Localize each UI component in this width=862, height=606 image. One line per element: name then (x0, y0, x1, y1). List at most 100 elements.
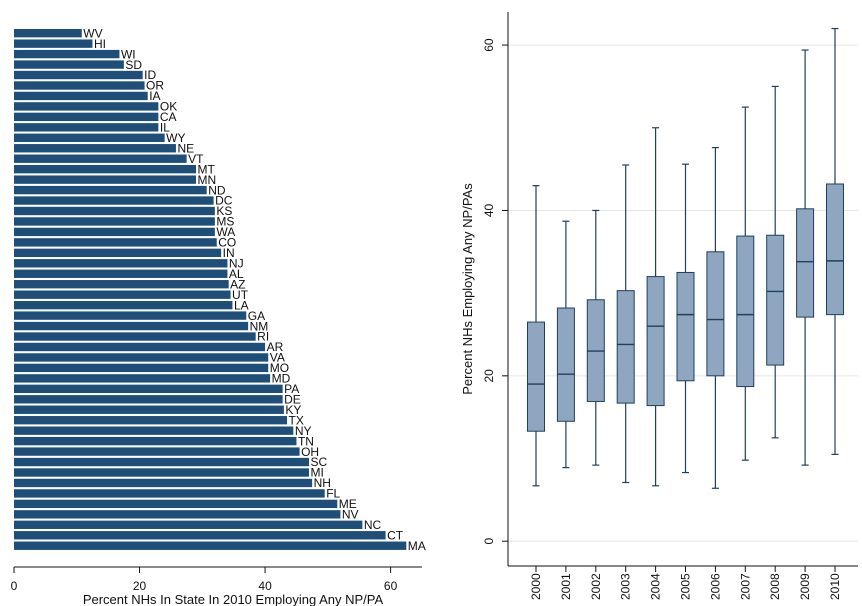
bar-x-ticks: 0 20 40 60 (11, 567, 398, 593)
bar-label-AZ: AZ (230, 277, 245, 291)
bar-label-GA: GA (248, 309, 265, 323)
bar-ME (14, 499, 338, 509)
bar-AL (14, 269, 228, 278)
bar-label-OR: OR (146, 79, 164, 93)
bar-label-AR: AR (267, 340, 284, 354)
bar-x-tick-label: 40 (258, 579, 272, 593)
bar-label-MN: MN (198, 173, 217, 187)
bar-label-OK: OK (160, 100, 177, 114)
bar-TX (14, 416, 288, 425)
bar-label-IA: IA (149, 89, 160, 103)
box-iqr (766, 234, 785, 366)
bar-label-CA: CA (160, 110, 177, 124)
bar-marks (14, 29, 407, 550)
bar-CO (14, 238, 217, 247)
box-2006 (706, 147, 725, 489)
bar-ID (14, 70, 143, 80)
bar-WV (14, 29, 82, 38)
bar-IN (14, 248, 222, 258)
box-2007 (736, 106, 755, 461)
bar-OK (14, 102, 159, 111)
bar-x-tick-label: 20 (133, 579, 147, 593)
bar-SD (14, 60, 124, 69)
bar-NM (14, 321, 249, 331)
bar-CA (14, 112, 159, 122)
bar-label-ND: ND (208, 183, 226, 197)
bar-OR (14, 81, 145, 90)
bar-WI (14, 49, 120, 59)
box-x-tick-label: 2008 (768, 573, 782, 600)
bar-label-WI: WI (121, 47, 136, 61)
bar-label-WA: WA (216, 225, 235, 239)
bar-NY (14, 426, 294, 435)
box-2001 (556, 220, 575, 469)
bar-label-NY: NY (295, 424, 312, 438)
bar-IL (14, 123, 159, 132)
box-iqr (676, 271, 695, 382)
bar-NV (14, 510, 341, 519)
bar-NJ (14, 259, 228, 268)
bar-MS (14, 217, 215, 226)
bar-PA (14, 384, 283, 394)
bar-DC (14, 196, 214, 205)
bar-label-TX: TX (289, 413, 304, 427)
box-x-tick-label: 2009 (798, 573, 812, 600)
bar-label-IL: IL (160, 121, 170, 135)
bar-label-NM: NM (250, 319, 269, 333)
bar-WA (14, 227, 215, 237)
box-y-axis-title: Percent NHs Employing Any NP/PAs (460, 183, 475, 395)
bar-label-AL: AL (229, 267, 244, 281)
box-iqr (736, 235, 755, 388)
box-iqr (646, 276, 665, 407)
box-x-tick-label: 2004 (649, 573, 663, 600)
bar-MD (14, 374, 271, 383)
box-x-tick-label: 2001 (559, 573, 573, 600)
bar-label-NV: NV (342, 508, 359, 522)
bar-label-SC: SC (311, 455, 328, 469)
box-x-tick-label: 2007 (738, 573, 752, 600)
bar-KS (14, 206, 215, 216)
box-2000 (527, 185, 545, 487)
bar-SC (14, 457, 310, 467)
box-2005 (676, 163, 695, 474)
box-x-tick-label: 2005 (679, 573, 693, 600)
bar-label-ID: ID (144, 68, 156, 82)
bar-IA (14, 91, 148, 101)
box-y-tick-label: 0 (482, 538, 496, 545)
box-y-tick-label: 20 (482, 369, 496, 383)
bar-label-KS: KS (216, 204, 232, 218)
bar-MI (14, 468, 310, 477)
box-x-tick-label: 2006 (708, 573, 722, 600)
bar-RI (14, 332, 256, 341)
bar-NC (14, 520, 363, 529)
bar-label-SD: SD (125, 58, 142, 72)
bar-label-PA: PA (284, 382, 299, 396)
bar-label-CT: CT (387, 528, 404, 542)
bar-x-tick-label: 0 (11, 579, 18, 593)
bar-label-NJ: NJ (229, 257, 244, 271)
bar-LA (14, 300, 233, 310)
box-x-tick-label: 2000 (529, 573, 543, 600)
box-2002 (586, 209, 605, 466)
bar-label-DE: DE (284, 392, 301, 406)
bar-AZ (14, 280, 229, 289)
box-y-tick-label: 60 (482, 38, 496, 52)
box-x-tick-label: 2002 (589, 573, 603, 600)
bar-label-WY: WY (166, 131, 185, 145)
bar-AR (14, 342, 266, 352)
box-marks (527, 27, 844, 489)
bar-label-WV: WV (83, 26, 102, 40)
bar-label-MA: MA (408, 539, 426, 553)
bar-VA (14, 353, 269, 362)
bar-HI (14, 39, 93, 48)
bar-label-HI: HI (94, 37, 106, 51)
bar-NH (14, 478, 313, 488)
bar-OH (14, 447, 300, 456)
bar-label-MD: MD (272, 372, 291, 386)
bar-label-RI: RI (257, 330, 269, 344)
bar-UT (14, 290, 231, 299)
bar-label-DC: DC (215, 194, 233, 208)
bar-x-tick-label: 60 (384, 579, 398, 593)
bar-CT (14, 531, 386, 540)
